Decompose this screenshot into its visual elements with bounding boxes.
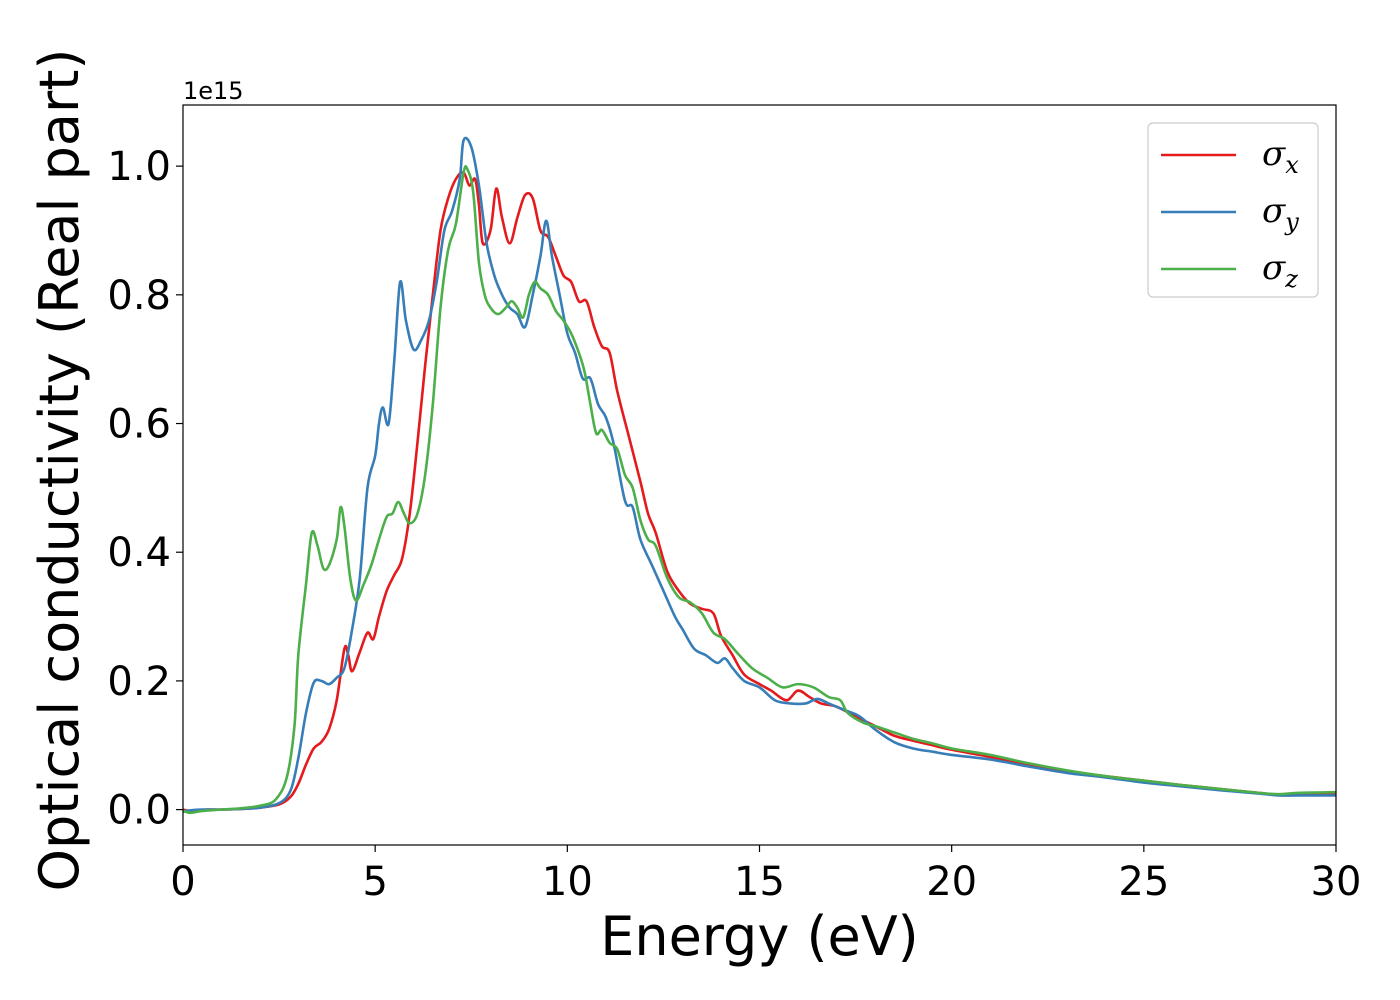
y-tick-label: 0.2 <box>107 659 171 705</box>
legend-label-z: σz <box>1262 248 1298 293</box>
x-tick-label: 25 <box>1118 859 1169 905</box>
y-tick-label: 1.0 <box>107 144 171 190</box>
legend-symbol: σ <box>1262 134 1286 174</box>
legend-box <box>1147 122 1319 298</box>
legend-subscript: z <box>1284 265 1298 293</box>
y-axis: 0.0 0.2 0.4 0.6 0.8 1.0 <box>107 144 183 834</box>
series-line-y <box>183 136 1336 813</box>
x-axis-label: Energy (eV) <box>600 905 919 968</box>
legend-symbol: σ <box>1262 191 1286 231</box>
y-offset-label: 1e15 <box>183 77 244 105</box>
y-tick-label: 0.0 <box>107 788 171 834</box>
x-tick-label: 15 <box>734 859 785 905</box>
x-tick-label: 10 <box>542 859 593 905</box>
x-tick-label: 30 <box>1311 859 1362 905</box>
x-tick-label: 0 <box>170 859 195 905</box>
legend-subscript: y <box>1284 208 1299 236</box>
x-tick-label: 5 <box>362 859 387 905</box>
legend-subscript: x <box>1285 151 1299 179</box>
series-layer <box>183 136 1336 815</box>
series-line-z <box>183 165 1336 815</box>
legend-label-x: σx <box>1262 134 1299 179</box>
y-tick-label: 0.8 <box>107 273 171 319</box>
y-tick-label: 0.6 <box>107 402 171 448</box>
legend-label-y: σy <box>1262 191 1299 236</box>
y-axis-label: Optical conductivity (Real part) <box>28 49 91 892</box>
x-tick-label: 20 <box>926 859 977 905</box>
y-tick-label: 0.4 <box>107 530 171 576</box>
x-axis: 0 5 10 15 20 25 30 <box>170 845 1361 905</box>
legend-symbol: σ <box>1262 248 1286 288</box>
